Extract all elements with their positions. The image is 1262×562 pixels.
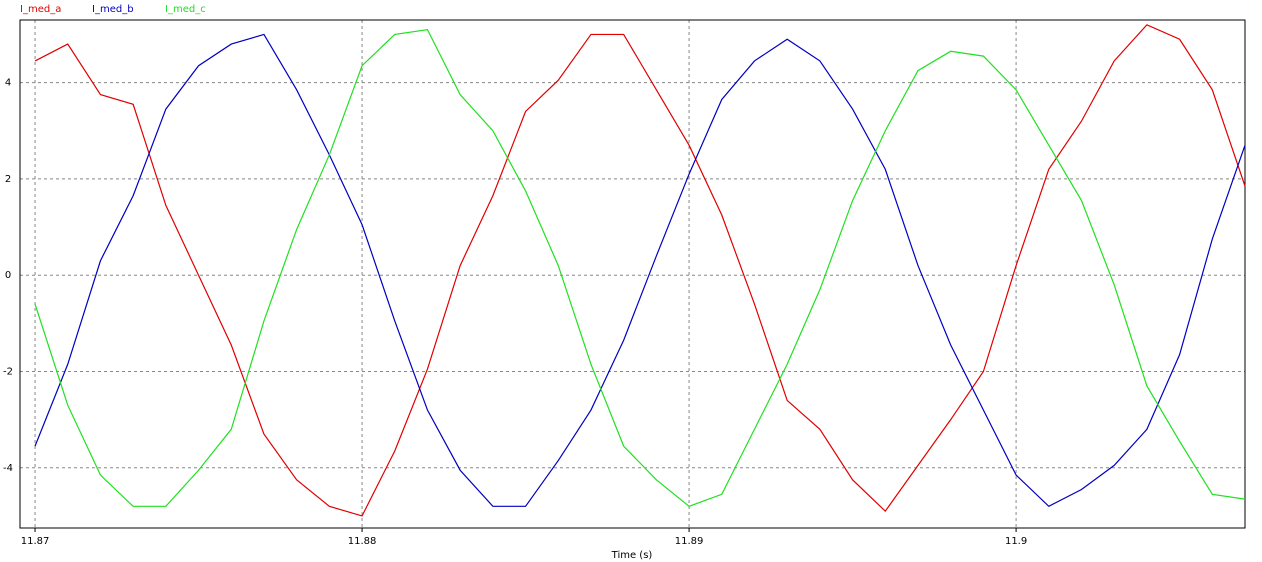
- y-tick-label: 2: [5, 174, 11, 185]
- legend-entry: I_med_c: [165, 4, 206, 15]
- y-tick-label: 0: [5, 270, 11, 281]
- series-line: [34, 24, 1246, 517]
- x-tick-label: 11.88: [348, 536, 377, 547]
- y-tick-label: -4: [3, 463, 13, 474]
- y-tick-label: -2: [3, 367, 13, 378]
- legend-entry: I_med_b: [92, 4, 134, 15]
- x-tick-label: 11.87: [21, 536, 50, 547]
- x-tick-label: 11.9: [1005, 536, 1027, 547]
- series-line: [34, 28, 1246, 508]
- series-line: [34, 33, 1246, 508]
- y-tick-label: 4: [5, 78, 11, 89]
- x-tick-label: 11.89: [675, 536, 704, 547]
- x-axis-label: Time (s): [611, 550, 653, 561]
- legend-entry: I_med_a: [20, 4, 61, 15]
- plot-frame: [19, 19, 1246, 529]
